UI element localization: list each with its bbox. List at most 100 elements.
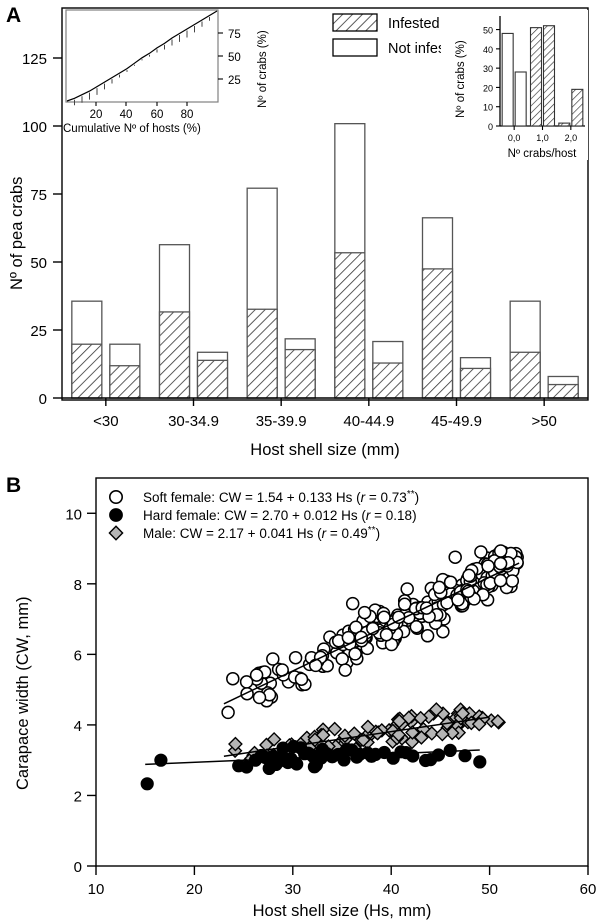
x-tick-label: 10 bbox=[88, 881, 105, 898]
bar-segment-infested bbox=[196, 359, 229, 399]
inset-crabs-bar bbox=[558, 122, 571, 127]
y-tick-label: 125 bbox=[22, 51, 47, 68]
bar-segment-infested bbox=[547, 383, 579, 399]
y-tick-label: 0 bbox=[39, 391, 47, 408]
legend-sig-soft-female: ** bbox=[407, 489, 415, 500]
scatter-point-soft-female bbox=[240, 686, 254, 701]
inset-lorenz-y-axis-title: Nº of crabs (%) bbox=[257, 30, 269, 108]
legend-marker-male bbox=[108, 525, 124, 541]
scatter-point-male bbox=[490, 713, 506, 729]
inset-crabs-x-tick-label: 0,0 bbox=[508, 133, 521, 143]
x-tick-label: 45-49.9 bbox=[431, 413, 482, 430]
y-tick-label: 50 bbox=[30, 255, 47, 272]
inset-crabs-x-tick-label: 2,0 bbox=[565, 133, 578, 143]
bar-segment-infested bbox=[109, 365, 141, 399]
scatter-point-soft-female bbox=[345, 596, 360, 611]
bar-stack bbox=[509, 300, 541, 399]
scatter-point-soft-female bbox=[379, 627, 394, 642]
inset-lorenz: 20 40 60 80 75 50 25 Cumulative Nº of ho… bbox=[63, 9, 269, 135]
scatter-point-soft-female bbox=[420, 629, 435, 643]
bar-segment-infested bbox=[334, 252, 366, 399]
scatter-point-soft-female bbox=[493, 573, 508, 588]
panel-b-y-axis-title: Carapace width (CW, mm) bbox=[14, 597, 32, 790]
panel-b-x-ticks: 10 20 30 40 50 60 bbox=[88, 866, 597, 898]
scatter-point-soft-female bbox=[481, 559, 495, 573]
scatter-point-hard-female bbox=[424, 752, 438, 767]
x-tick-label: 40-44.9 bbox=[343, 413, 394, 430]
scatter-point-soft-female bbox=[400, 582, 414, 596]
scatter-point-male bbox=[404, 734, 420, 750]
bar-segment-infested bbox=[421, 268, 454, 399]
scatter-point-male bbox=[346, 726, 362, 742]
inset-crabs-y-ticks: 0 10 20 30 40 50 bbox=[483, 26, 500, 132]
scatter-points-hard-female bbox=[140, 739, 487, 791]
legend-name-soft-female: Soft female bbox=[143, 490, 211, 505]
inset-lorenz-x-tick-label: 80 bbox=[181, 109, 194, 121]
scatter-point-male bbox=[414, 730, 429, 745]
bar-segment-infested bbox=[284, 348, 316, 399]
scatter-points-male bbox=[227, 702, 507, 773]
inset-crabs-y-tick-label: 10 bbox=[483, 103, 493, 113]
scatter-point-soft-female bbox=[451, 593, 465, 607]
y-tick-label: 8 bbox=[74, 577, 82, 594]
inset-crabs-bar bbox=[571, 88, 584, 127]
regression-line bbox=[223, 562, 520, 705]
inset-crabs-y-tick-label: 50 bbox=[483, 26, 493, 36]
legend-label-infested: Infested bbox=[388, 16, 440, 32]
inset-crabs-bar bbox=[529, 27, 543, 127]
panel-b-plot-area bbox=[140, 544, 524, 791]
legend-name-male: Male bbox=[143, 526, 172, 541]
scatter-point-male bbox=[327, 721, 343, 737]
y-tick: 125 bbox=[22, 51, 62, 68]
bar-stack bbox=[372, 340, 404, 399]
scatter-points-soft-female bbox=[221, 544, 524, 720]
y-tick: 0 bbox=[39, 391, 62, 408]
legend-swatch-not-infested bbox=[332, 38, 378, 57]
bar-segment-infested bbox=[71, 343, 103, 399]
x-tick-label: 30 bbox=[284, 881, 301, 898]
scatter-point-soft-female bbox=[335, 652, 349, 666]
scatter-point-soft-female bbox=[294, 672, 309, 686]
y-tick-label: 25 bbox=[30, 323, 47, 340]
scatter-point-soft-female bbox=[266, 652, 280, 666]
regression-line bbox=[223, 716, 490, 757]
inset-lorenz-x-tick-label: 20 bbox=[90, 109, 103, 121]
scatter-point-soft-female bbox=[391, 610, 406, 624]
scatter-point-male bbox=[391, 713, 407, 729]
panel-b-frame bbox=[95, 477, 589, 867]
legend-text-soft-female: Soft female: CW = 1.54 + 0.133 Hs (r = 0… bbox=[143, 489, 419, 505]
inset-lorenz-x-tick-label: 60 bbox=[151, 109, 164, 121]
panel-b-y-ticks: 0 2 4 6 8 10 bbox=[65, 506, 96, 876]
inset-crabs-y-tick-label: 20 bbox=[483, 83, 493, 93]
y-tick: 75 bbox=[30, 187, 62, 204]
y-tick-label: 75 bbox=[30, 187, 47, 204]
scatter-point-soft-female bbox=[505, 574, 520, 588]
scatter-point-male bbox=[428, 702, 444, 717]
x-tick-label: 60 bbox=[580, 881, 597, 898]
scatter-point-hard-female bbox=[240, 760, 254, 774]
panel-b-x-axis-title: Host shell size (Hs, mm) bbox=[253, 902, 432, 920]
panel-a-x-axis-title: Host shell size (mm) bbox=[250, 441, 399, 459]
inset-crabs-x-ticks: 0,0 1,0 2,0 bbox=[508, 126, 577, 143]
inset-crabs-bg bbox=[441, 10, 588, 160]
panel-a-frame bbox=[61, 7, 589, 401]
y-tick-label: 6 bbox=[74, 647, 82, 664]
inset-lorenz-x-axis-title: Cumulative Nº of hosts (%) bbox=[63, 123, 201, 135]
bar-stack bbox=[109, 343, 141, 399]
scatter-point-hard-female bbox=[140, 777, 154, 791]
y-tick-label: 0 bbox=[74, 859, 82, 876]
bar-stack bbox=[284, 338, 316, 399]
inset-lorenz-y-tick-label: 50 bbox=[228, 52, 241, 64]
scatter-point-soft-female bbox=[493, 556, 508, 571]
x-tick-label: <30 bbox=[93, 413, 118, 430]
panel-a-x-ticks: <30 30-34.9 35-39.9 40-44.9 45-49.9 >50 bbox=[62, 397, 588, 430]
scatter-point-hard-female bbox=[350, 750, 364, 764]
bar-segment-infested bbox=[158, 311, 191, 399]
scatter-point-soft-female bbox=[436, 624, 450, 639]
bar-segment-infested bbox=[372, 362, 404, 399]
panel-a-y-axis-title: Nº of pea crabs bbox=[8, 177, 26, 290]
panel-b-legend: Soft female: CW = 1.54 + 0.133 Hs (r = 0… bbox=[108, 489, 419, 541]
legend-r-hard-female: 0.18 bbox=[386, 508, 412, 523]
scatter-point-soft-female bbox=[338, 663, 352, 677]
